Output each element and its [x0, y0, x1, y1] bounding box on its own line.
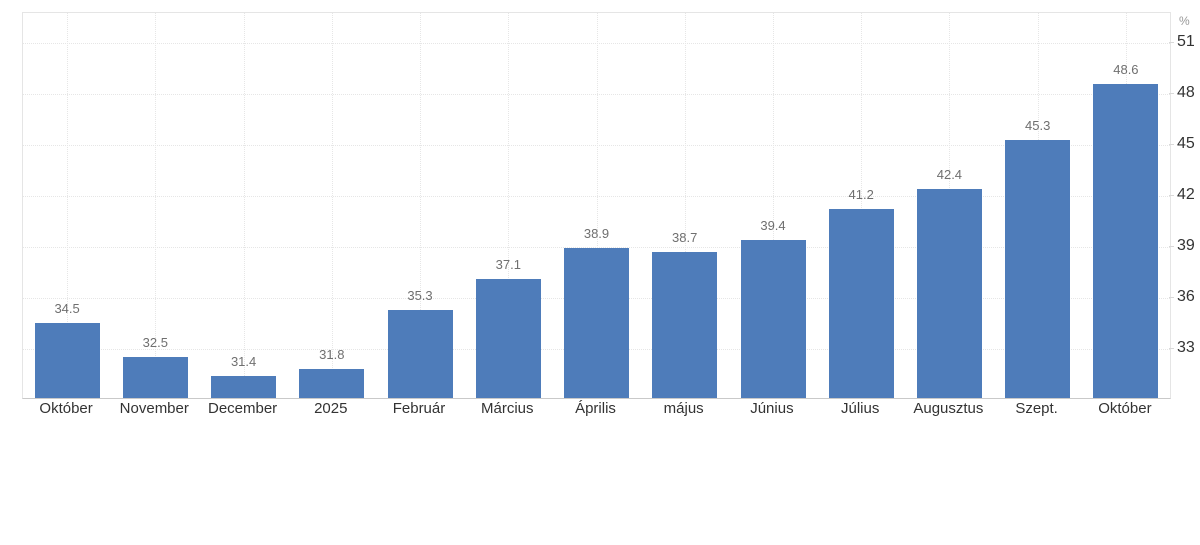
x-axis-label: Március	[481, 400, 534, 417]
y-axis-tick-label: 39	[1177, 236, 1195, 254]
bar-value-label: 41.2	[848, 187, 874, 203]
bar[interactable]	[122, 357, 188, 398]
x-axis-label: Augusztus	[913, 400, 984, 417]
x-axis-label: május	[663, 400, 704, 417]
bar[interactable]	[1093, 83, 1159, 398]
bar-value-label: 31.4	[230, 353, 257, 369]
bar[interactable]	[1005, 139, 1071, 398]
bar-value-label: 48.6	[1113, 61, 1139, 77]
y-axis-tick-label: 51	[1177, 32, 1195, 50]
y-axis-tick-mark	[1169, 245, 1174, 247]
bar-value-label: 31.8	[319, 347, 345, 363]
x-gridline	[243, 13, 245, 398]
bar-value-label: 45.3	[1025, 117, 1051, 133]
y-axis-tick-mark	[1169, 92, 1174, 94]
y-axis-unit-label: %	[1179, 14, 1190, 28]
y-axis-tick-label: 48	[1177, 83, 1195, 101]
bar[interactable]	[211, 375, 277, 398]
x-axis-label: December	[207, 400, 278, 417]
x-gridline	[67, 13, 69, 398]
bar-value-label: 34.5	[54, 301, 80, 317]
y-axis-tick-mark	[1169, 347, 1174, 349]
x-gridline	[773, 13, 774, 398]
bar[interactable]	[828, 209, 894, 398]
y-gridline	[23, 195, 1170, 197]
y-axis-tick-mark	[1169, 194, 1174, 196]
y-axis-tick-mark	[1169, 41, 1174, 43]
y-gridline	[23, 42, 1170, 44]
bar-value-label: 38.7	[672, 229, 698, 245]
x-axis-label: Június	[750, 400, 794, 417]
y-gridline	[23, 246, 1170, 248]
x-gridline	[420, 13, 421, 398]
x-axis-label: Október	[1098, 400, 1152, 417]
bar-value-label: 37.1	[495, 257, 521, 272]
x-gridline	[596, 13, 598, 398]
y-axis-tick-label: 45	[1177, 134, 1195, 152]
y-axis-tick-mark	[1169, 296, 1174, 298]
x-axis-label: Szept.	[1015, 400, 1058, 417]
y-gridline	[23, 144, 1170, 146]
y-gridline	[23, 93, 1170, 95]
x-gridline	[331, 13, 333, 398]
bar-value-label: 42.4	[936, 166, 963, 182]
x-gridline	[861, 13, 863, 398]
bar[interactable]	[387, 309, 453, 398]
x-axis-label: Április	[575, 400, 616, 417]
y-axis-tick-label: 36	[1177, 287, 1195, 305]
bar[interactable]	[34, 323, 100, 398]
y-axis-tick-label: 42	[1177, 185, 1195, 203]
x-axis-label: Február	[392, 400, 446, 417]
bar[interactable]	[652, 251, 718, 398]
bar[interactable]	[475, 279, 541, 398]
x-axis-label: Október	[39, 400, 93, 417]
x-gridline	[684, 13, 686, 398]
bar-chart: 34.5 32.5 31.4 31.8 35.3 37.1 38.9 38.7 39.4 41.2…	[22, 12, 1195, 417]
bar-value-label: 35.3	[407, 287, 433, 303]
y-axis-tick-label: 33	[1177, 338, 1195, 356]
x-gridline	[155, 13, 157, 398]
bar[interactable]	[916, 188, 982, 398]
bar-value-label: 39.4	[760, 217, 786, 233]
plot-area: 34.5 32.5 31.4 31.8 35.3 37.1 38.9 38.7 39.4 41.2…	[22, 12, 1171, 399]
x-axis-label: November	[119, 400, 189, 417]
x-axis-label: Július	[841, 400, 880, 417]
bar[interactable]	[299, 369, 365, 398]
bar-value-label: 32.5	[142, 335, 168, 351]
y-axis-tick-mark	[1169, 143, 1174, 145]
x-axis-label: 2025	[314, 400, 348, 417]
x-gridline	[508, 13, 510, 398]
bar[interactable]	[564, 248, 629, 398]
bar-value-label: 38.9	[583, 226, 610, 242]
bar[interactable]	[740, 239, 806, 398]
